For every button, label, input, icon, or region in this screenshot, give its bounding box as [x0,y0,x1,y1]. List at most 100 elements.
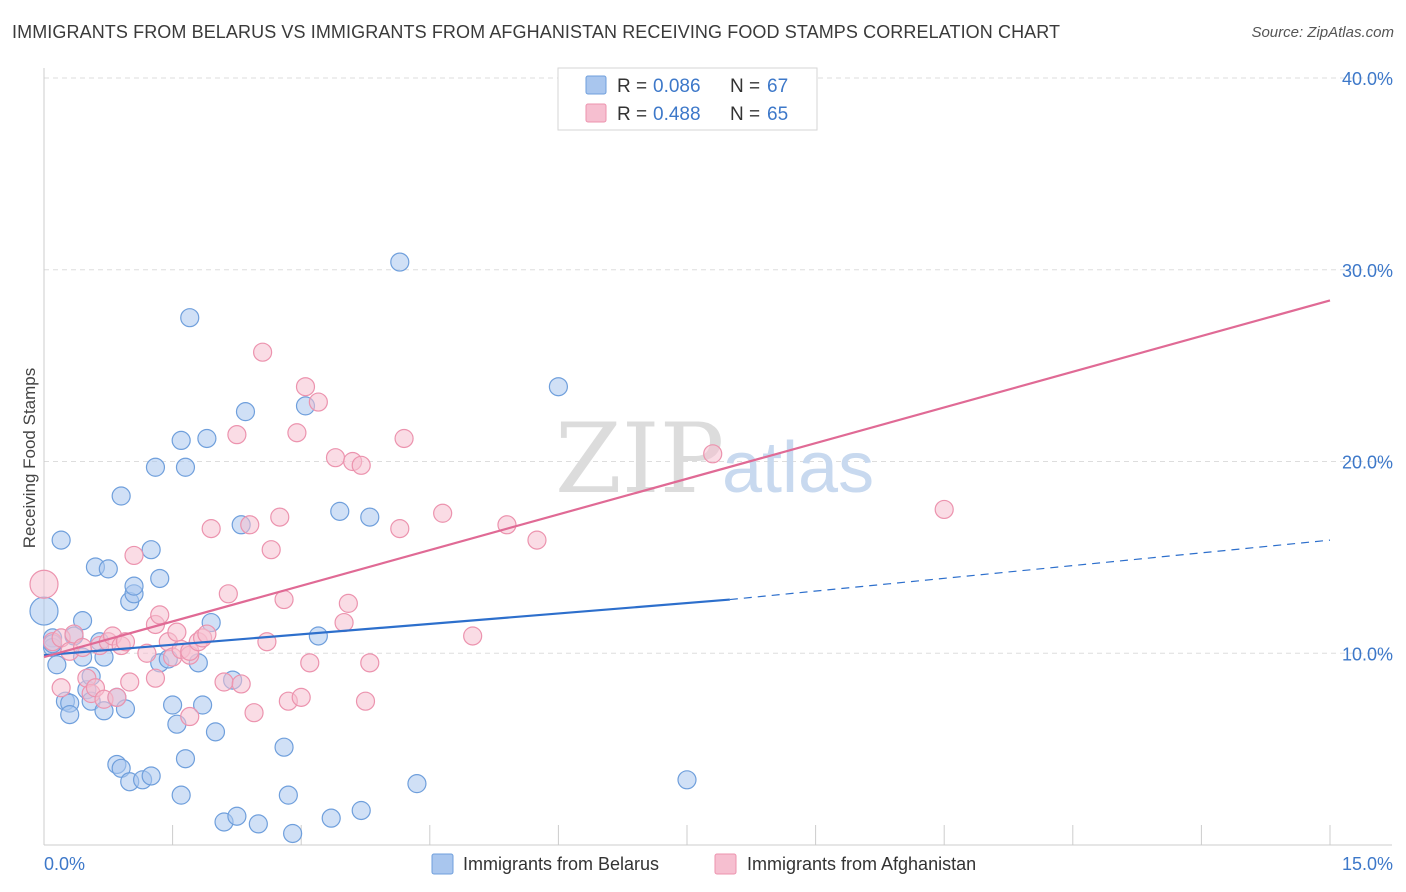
belarus-point [227,806,247,826]
watermark-atlas: atlas [722,428,874,508]
belarus-point [274,737,294,757]
afghanistan-point [150,605,170,625]
afghanistan-point [360,653,380,673]
afghanistan-point [261,540,281,560]
legend-belarus-swatch [431,853,454,875]
afghanistan-point [64,624,84,644]
y-tick-label: 20.0% [1342,453,1393,473]
legend-r-value-1: 0.086 [653,76,701,97]
belarus-point [141,766,161,786]
afghanistan-point [463,626,483,646]
afghanistan-point [29,569,59,599]
afghanistan-point [338,593,358,613]
legend-r-value-2: 0.488 [653,104,701,125]
belarus-point [145,457,166,477]
y-tick-label: 40.0% [1342,69,1393,89]
belarus-point [124,576,144,596]
belarus-point [235,402,256,422]
afghanistan-point [527,530,547,550]
afghanistan-point [394,428,414,449]
belarus-point [47,655,67,675]
afghanistan-point [240,515,260,535]
series-legend: Immigrants from Belarus Immigrants from … [431,853,976,875]
gridlines [44,77,1392,654]
belarus-point [548,377,569,397]
afghanistan-points [29,342,954,727]
legend-r-label-2: R = [617,104,647,125]
afghanistan-point [167,622,187,642]
afghanistan-point [390,519,410,539]
y-tick-label: 10.0% [1342,644,1393,664]
afghanistan-point [124,545,144,566]
y-axis-label: Receiving Food Stamps [20,368,39,548]
afghanistan-point [51,678,71,698]
afghanistan-point [214,672,234,692]
belarus-point [111,486,131,506]
belarus-point [248,814,268,834]
afghanistan-point [137,643,157,663]
y-tick-labels: 10.0% 20.0% 30.0% 40.0% [1342,69,1393,664]
belarus-point [677,770,697,790]
belarus-point [150,568,170,589]
belarus-point [29,596,59,626]
belarus-point [98,559,118,579]
afghanistan-point [934,499,954,520]
belarus-point [278,785,298,805]
belarus-trend-extension [729,539,1331,601]
belarus-point [51,530,71,550]
belarus-point [171,785,191,805]
legend-n-label-1: N = [730,76,760,97]
afghanistan-point [115,632,136,652]
belarus-point [197,428,217,449]
belarus-point [72,611,93,631]
x-tick-label-end: 15.0% [1342,854,1393,874]
afghanistan-swatch [585,103,607,123]
afghanistan-point [244,703,264,723]
belarus-trend-line [43,598,730,657]
afghanistan-point [291,687,311,707]
legend-n-label-2: N = [730,104,760,125]
belarus-point [163,695,183,715]
belarus-point [111,758,131,778]
afghanistan-point [308,392,328,412]
afghanistan-point [218,584,238,604]
belarus-point [407,774,427,794]
belarus-point [351,800,371,821]
belarus-point [330,501,350,521]
belarus-point [205,722,226,742]
axes [43,68,1392,846]
afghanistan-point [201,519,221,539]
x-tick-labels: 0.0% 15.0% [44,854,1393,874]
belarus-point [360,507,380,527]
belarus-point [308,626,328,646]
trend-lines [43,299,1331,659]
belarus-point [283,823,303,844]
afghanistan-point [270,507,290,527]
afghanistan-point [227,425,247,445]
belarus-point [175,457,196,477]
afghanistan-point [325,448,346,468]
afghanistan-point [257,632,277,652]
legend-n-value-1: 67 [767,76,788,97]
afghanistan-point [295,377,316,397]
belarus-point [180,308,200,328]
afghanistan-point [107,687,127,707]
x-tick-label-start: 0.0% [44,854,85,874]
belarus-point [193,695,213,715]
afghanistan-point [355,691,376,711]
legend-n-value-2: 65 [767,104,788,125]
afghanistan-point [197,624,217,644]
stats-legend: R = 0.086 N = 67 R = 0.488 N = 65 [557,67,818,131]
belarus-point [175,749,196,769]
legend-afghanistan-swatch [714,853,737,875]
legend-afghanistan-label: Immigrants from Afghanistan [747,854,976,874]
y-tick-label: 30.0% [1342,261,1393,281]
afghanistan-point [145,668,166,688]
belarus-swatch [585,75,607,95]
afghanistan-trend-line [43,299,1331,659]
afghanistan-point [287,423,307,443]
afghanistan-point [120,672,140,692]
afghanistan-point [300,653,320,673]
chart-title: IMMIGRANTS FROM BELARUS VS IMMIGRANTS FR… [12,22,1061,42]
